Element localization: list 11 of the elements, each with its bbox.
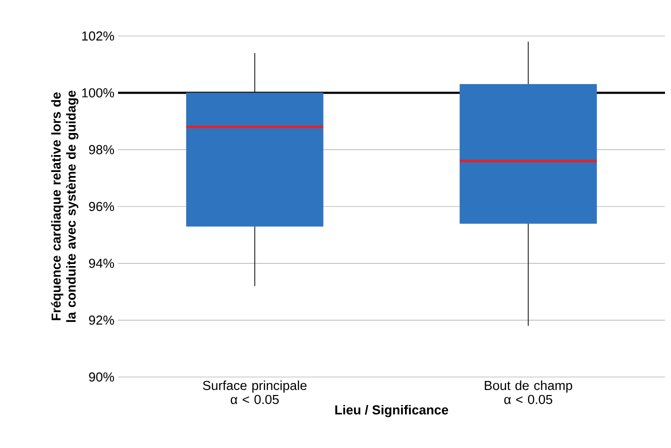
x-tick-label: Surface principale α < 0.05 (202, 380, 307, 404)
y-tick-label: 98% (89, 145, 114, 154)
x-axis-title: Lieu / Significance (335, 404, 448, 418)
y-tick-label: 102% (82, 31, 114, 41)
y-tick-label: 100% (82, 88, 114, 98)
y-axis-title: Fréquence cardiaque relative lors de la conduite avec système de guidage (51, 90, 78, 322)
y-tick-label: 94% (89, 258, 114, 268)
y-tick-label: 96% (89, 202, 114, 212)
y-tick-label: 90% (89, 372, 114, 382)
x-tick-label: Bout de champ α < 0.05 (484, 380, 572, 404)
y-tick-label: 92% (89, 316, 114, 325)
